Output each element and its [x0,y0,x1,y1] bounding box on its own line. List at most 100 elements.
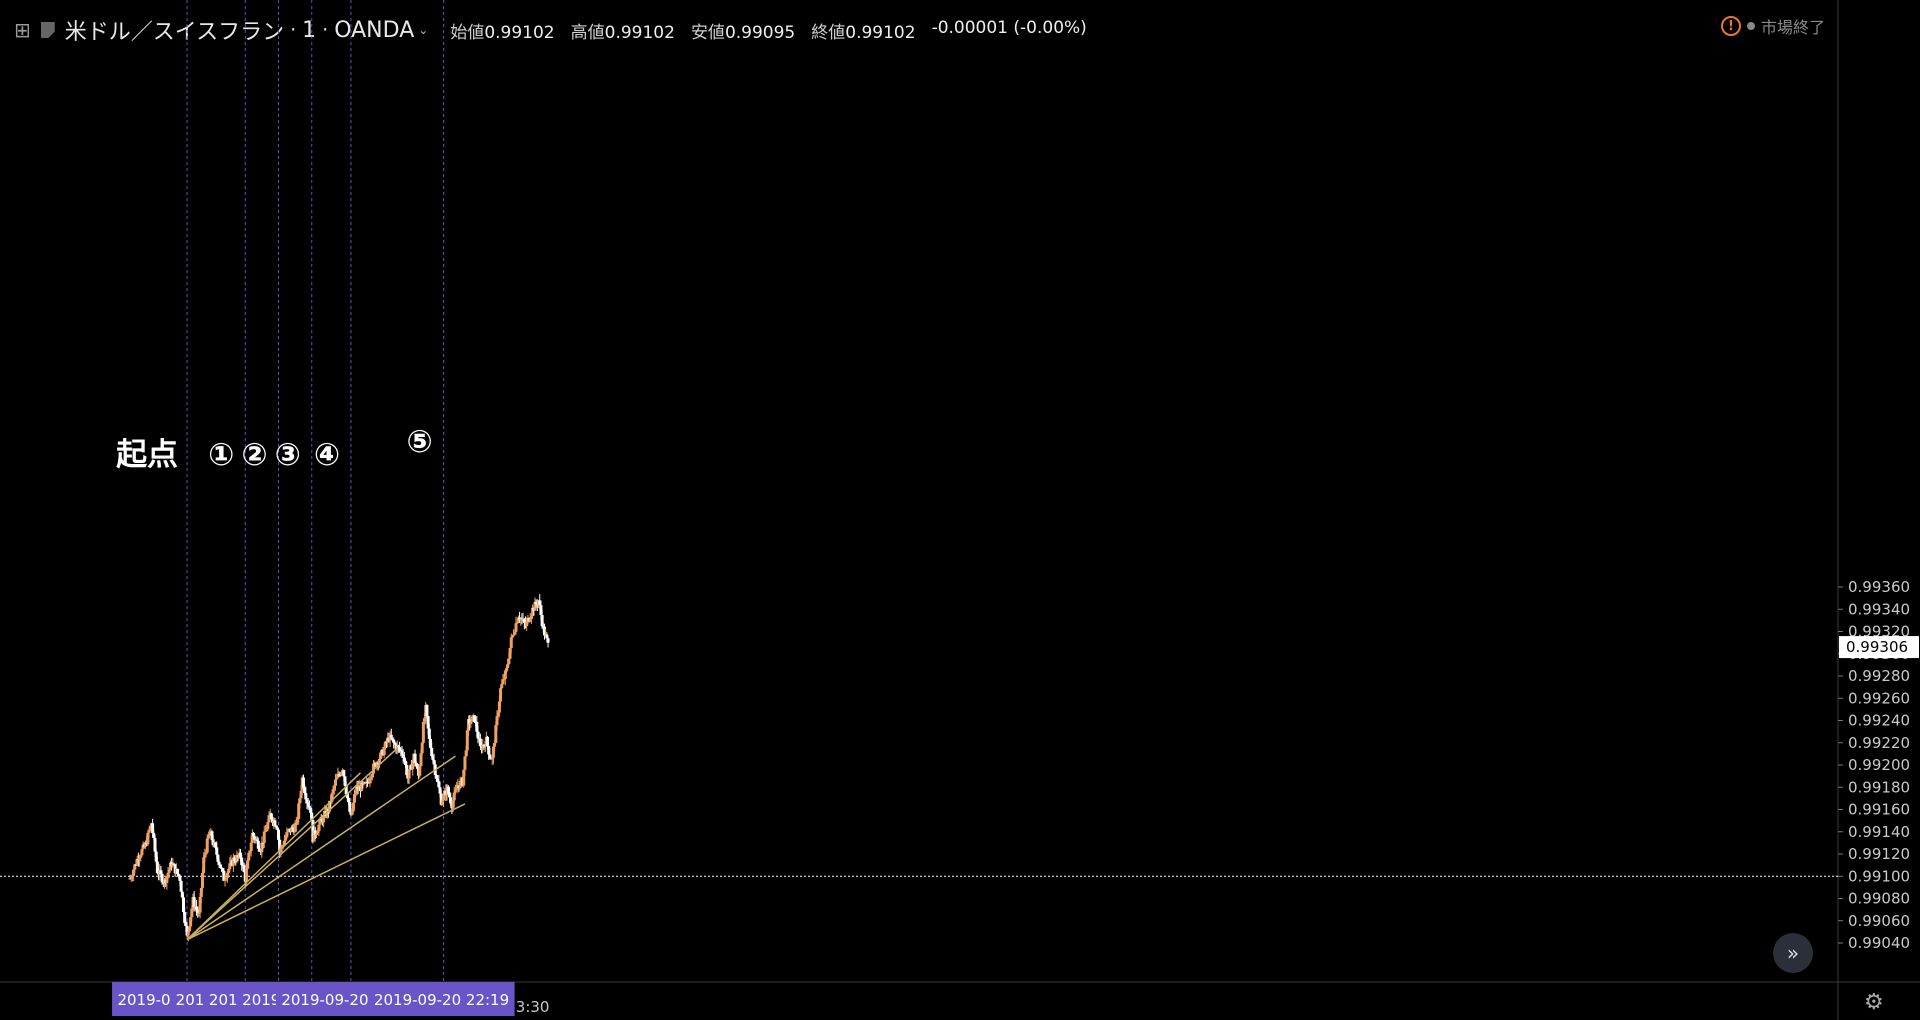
y-tick-label: 0.99180 [1848,778,1910,796]
candle-body [161,882,165,884]
candle-body [138,857,142,861]
candle-body [368,779,372,783]
candle-body [353,794,356,803]
candle-body [451,800,455,809]
candle-body [305,799,309,803]
candle-body [505,668,508,671]
y-tick-label: 0.99100 [1848,867,1910,885]
candle-body [312,830,316,842]
candle-body [313,830,317,835]
broker[interactable]: OANDA [334,17,415,43]
x-tick-label: 23:30 [506,998,549,1016]
candle-body [540,614,544,627]
marker-annotation: ④ [314,437,340,473]
candle-body [293,825,297,833]
candle-body [297,803,301,820]
gear-icon[interactable]: ⚙ [1864,990,1884,1015]
candle-body [462,769,466,786]
candle-body [262,831,266,844]
candle-body [214,842,218,848]
candle-body [468,719,472,725]
candle-body [545,634,549,639]
candle-body [249,842,253,852]
candle-body [399,750,403,752]
candle-body [442,794,446,801]
candle-body [263,831,267,833]
candle-body [316,831,320,834]
candle-body [141,844,145,850]
candle-body [284,837,288,841]
scroll-to-realtime-button[interactable]: » [1773,933,1813,973]
candle-body [147,830,151,833]
candle-body [310,812,314,821]
candle-body [252,832,256,837]
candle-body [315,833,318,835]
candle-body [301,777,305,788]
candle-body [425,705,429,717]
candle-body [258,848,261,851]
candle-body [431,756,435,760]
candle-body [277,829,280,840]
candle-body [446,786,450,794]
chevron-down-icon[interactable]: ⌄ [418,23,429,37]
candle-body [246,860,250,869]
close-label: 終値 [811,22,846,43]
candle-body [369,777,373,780]
candle-body [520,618,524,620]
candle-body [221,868,225,871]
candle-body [507,658,511,665]
date-tag-label: 2019-09-20 22:19 [374,991,509,1009]
candle-body [203,854,207,858]
y-tick-label: 0.99200 [1848,756,1910,774]
candle-body [306,802,310,806]
candle-body [139,855,143,858]
candle-body [360,782,364,792]
candle-body [159,870,163,875]
candle-body [539,605,543,615]
candle-body [322,814,326,823]
add-panel-icon[interactable]: ⊞ [14,18,31,42]
candle-body [211,840,215,846]
candle-body [345,794,349,799]
candle-body [204,852,208,855]
candle-body [423,717,427,722]
candle-body [253,836,257,840]
candle-body [182,897,185,912]
candle-body [339,771,343,776]
candle-body [215,847,219,855]
candle-body [260,842,264,853]
candle-body [154,851,158,862]
candle-body [171,863,175,866]
candle-body [478,738,482,747]
market-status[interactable]: ! 市場終了 [1720,14,1825,38]
candle-body [296,819,299,823]
candle-body [506,664,510,669]
candle-body [303,787,307,794]
candle-body [185,925,189,936]
candle-body [342,770,346,777]
candle-body [319,818,323,820]
candle-body [509,637,513,649]
candle-body [419,753,423,766]
candle-body [294,822,298,826]
candle-body [225,872,229,878]
y-tick-label: 0.99280 [1848,667,1910,685]
interval[interactable]: 1 [302,17,317,43]
candle-body [328,800,332,812]
candle-body [515,622,519,624]
candle-body [440,800,444,805]
ohlc-readout: 始値0.99102 高値0.99102 安値0.99095 終値0.99102 … [450,18,1087,43]
candle-body [244,868,248,882]
candle-body [448,793,451,798]
y-tick-label: 0.99040 [1848,934,1910,952]
candle-body [494,725,498,743]
candle-body [533,601,537,611]
y-tick-label: 0.99360 [1848,578,1910,596]
candle-body [486,736,489,747]
candle-body [354,790,358,795]
symbol-name[interactable]: 米ドル／スイスフラン [64,20,285,45]
candle-body [476,731,480,739]
candle-body [250,832,254,843]
status-dot-icon [1746,22,1755,30]
